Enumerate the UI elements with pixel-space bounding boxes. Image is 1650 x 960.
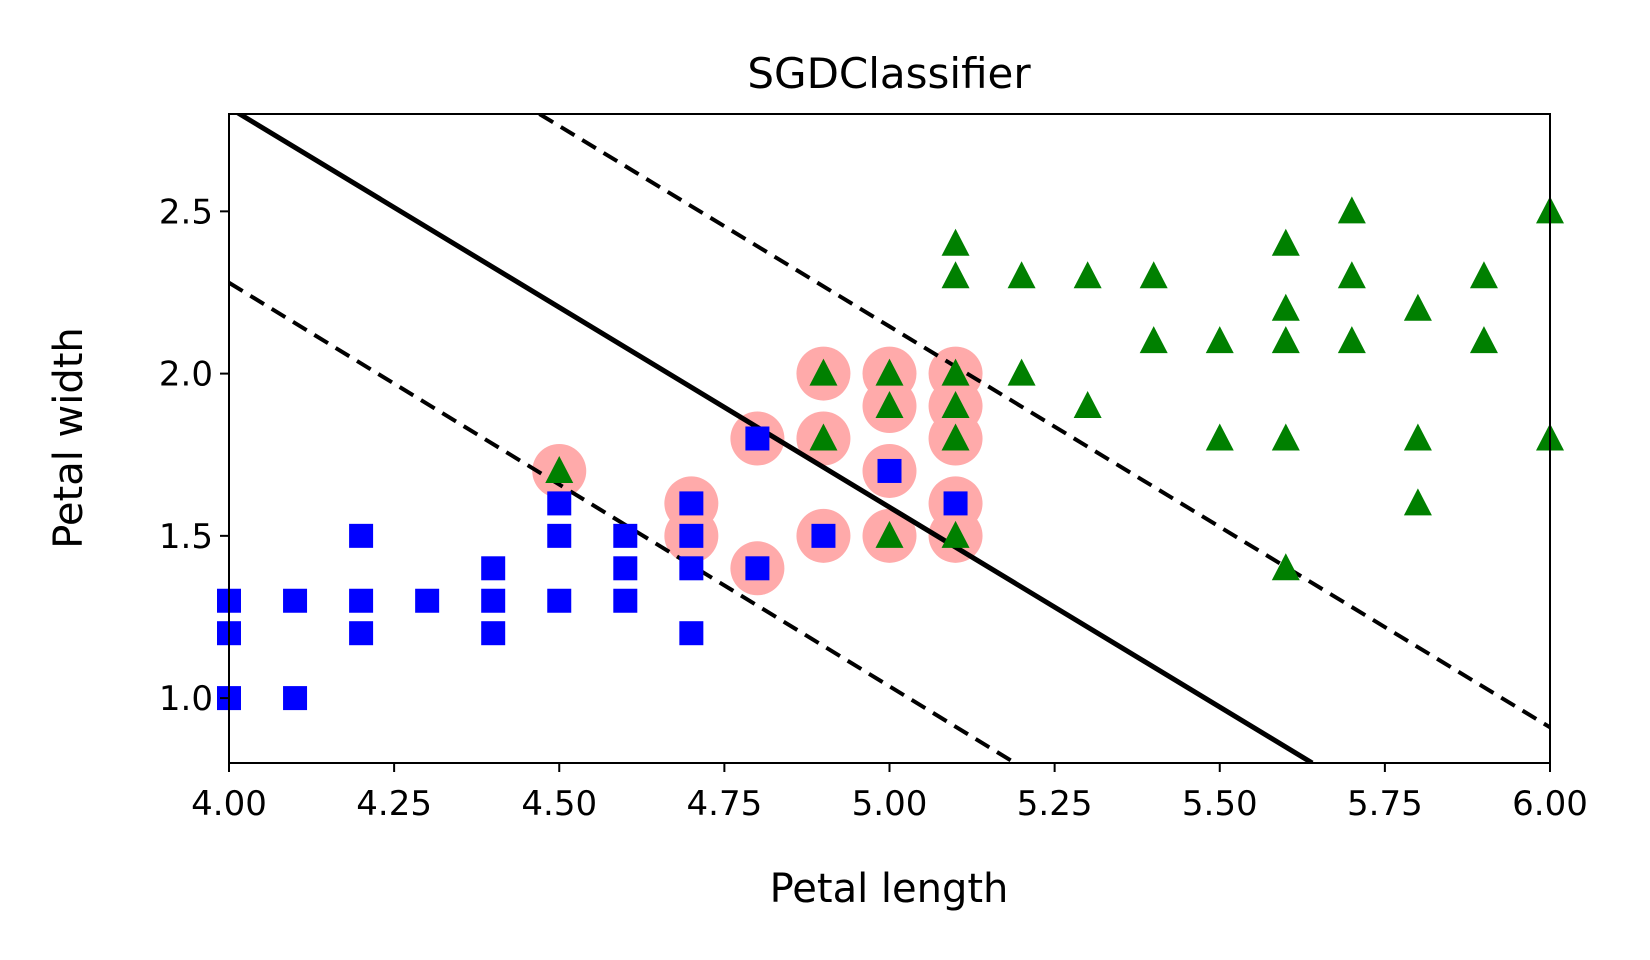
- triangle-point: [1007, 261, 1036, 289]
- triangle-point: [941, 423, 970, 451]
- triangle-point: [1271, 423, 1300, 451]
- y-tick-label: 1.5: [159, 517, 213, 557]
- triangle-point: [1271, 293, 1300, 321]
- square-point: [415, 588, 440, 613]
- triangle-point: [1337, 326, 1366, 354]
- square-point: [547, 523, 572, 548]
- triangle-point: [1403, 293, 1432, 321]
- x-tick-label: 6.00: [1512, 784, 1588, 824]
- square-point: [613, 523, 638, 548]
- square-point: [349, 523, 374, 548]
- decision-line-layer: [229, 114, 1550, 763]
- x-tick-label: 4.50: [521, 784, 597, 824]
- triangle-point: [1073, 261, 1102, 289]
- square-point: [613, 588, 638, 613]
- triangle-point: [1271, 326, 1300, 354]
- square-point: [283, 686, 308, 711]
- triangle-point: [941, 358, 970, 386]
- triangle-point: [1139, 261, 1168, 289]
- y-tick-label: 1.0: [159, 679, 213, 719]
- square-point: [745, 556, 770, 581]
- x-tick-label: 4.25: [356, 784, 432, 824]
- triangle-point: [1007, 358, 1036, 386]
- triangle-point: [875, 358, 904, 386]
- x-axis-label: Petal length: [770, 866, 1009, 912]
- triangle-point: [1205, 423, 1234, 451]
- x-axis-ticks: 4.00 4.25 4.50 4.75 5.00 5.25 5.50 5.75 6.00: [191, 763, 1588, 824]
- margin-line: [538, 114, 1550, 730]
- decision-boundary-line: [234, 114, 1314, 763]
- y-axis-label: Petal width: [46, 327, 92, 549]
- square-point: [745, 426, 770, 451]
- triangle-point: [1469, 326, 1498, 354]
- y-axis-ticks: 1.0 1.5 2.0 2.5: [159, 192, 229, 719]
- triangle-point: [1403, 423, 1432, 451]
- square-point: [811, 523, 836, 548]
- square-point: [481, 588, 506, 613]
- margin-line: [229, 281, 1017, 763]
- data-point-layer: [217, 196, 1564, 711]
- square-point: [481, 556, 506, 581]
- triangle-point: [1139, 326, 1168, 354]
- x-tick-label: 5.75: [1347, 784, 1423, 824]
- triangle-point: [1205, 326, 1234, 354]
- triangle-point: [941, 261, 970, 289]
- square-point: [547, 491, 572, 516]
- triangle-point: [1469, 261, 1498, 289]
- square-point: [679, 556, 704, 581]
- triangle-point: [1337, 196, 1366, 224]
- triangle-point: [875, 391, 904, 419]
- square-point: [283, 588, 308, 613]
- triangle-point: [545, 455, 574, 483]
- x-tick-label: 5.00: [852, 784, 928, 824]
- triangle-point: [1271, 228, 1300, 256]
- y-tick-label: 2.0: [159, 355, 213, 395]
- square-point: [679, 621, 704, 646]
- triangle-point: [941, 228, 970, 256]
- x-tick-label: 4.75: [687, 784, 763, 824]
- triangle-point: [941, 391, 970, 419]
- square-point: [877, 458, 902, 483]
- x-tick-label: 4.00: [191, 784, 267, 824]
- square-point: [349, 588, 374, 613]
- y-tick-label: 2.5: [159, 192, 213, 232]
- triangle-point: [809, 358, 838, 386]
- x-tick-label: 5.50: [1182, 784, 1258, 824]
- square-point: [679, 523, 704, 548]
- square-point: [547, 588, 572, 613]
- triangle-point: [875, 520, 904, 548]
- triangle-point: [1271, 553, 1300, 581]
- square-point: [481, 621, 506, 646]
- square-point: [349, 621, 374, 646]
- chart-title: SGDClassifier: [747, 49, 1031, 98]
- triangle-point: [1337, 261, 1366, 289]
- triangle-point: [941, 520, 970, 548]
- triangle-point: [1403, 488, 1432, 516]
- square-point: [679, 491, 704, 516]
- square-point: [613, 556, 638, 581]
- triangle-point: [1073, 391, 1102, 419]
- triangle-point: [809, 423, 838, 451]
- x-tick-label: 5.25: [1017, 784, 1093, 824]
- square-point: [943, 491, 968, 516]
